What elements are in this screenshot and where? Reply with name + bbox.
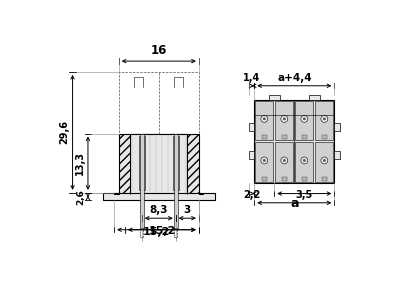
Bar <box>316 142 333 181</box>
Circle shape <box>261 157 268 164</box>
Circle shape <box>281 157 288 164</box>
Bar <box>119 133 199 194</box>
Circle shape <box>263 118 266 120</box>
Circle shape <box>303 118 306 120</box>
Bar <box>269 95 280 100</box>
Text: 13,3: 13,3 <box>75 151 85 175</box>
Circle shape <box>301 116 308 122</box>
Bar <box>249 151 254 159</box>
Text: a+4,4: a+4,4 <box>277 73 312 83</box>
Bar <box>114 193 119 194</box>
Bar <box>309 95 320 100</box>
Bar <box>119 72 199 133</box>
Text: 15,2: 15,2 <box>143 227 170 237</box>
Text: 15,2: 15,2 <box>148 226 176 236</box>
Bar <box>322 177 327 181</box>
Bar <box>254 100 334 183</box>
Circle shape <box>283 159 286 162</box>
Text: 3,5: 3,5 <box>296 191 313 201</box>
Text: 16: 16 <box>151 44 167 57</box>
Bar <box>139 136 145 190</box>
Bar <box>256 101 273 140</box>
Bar <box>187 133 199 194</box>
Circle shape <box>261 116 268 122</box>
Bar <box>282 135 287 139</box>
Circle shape <box>303 159 306 162</box>
Circle shape <box>301 157 308 164</box>
Circle shape <box>323 118 326 120</box>
Bar <box>130 133 187 194</box>
Bar <box>256 142 273 181</box>
Circle shape <box>321 157 328 164</box>
Bar <box>296 142 313 181</box>
Bar <box>302 177 307 181</box>
Circle shape <box>321 116 328 122</box>
Bar <box>262 135 267 139</box>
Text: 29,6: 29,6 <box>60 120 70 144</box>
Bar <box>276 142 293 181</box>
Text: 2,2: 2,2 <box>243 191 260 201</box>
Bar <box>276 101 293 140</box>
Bar <box>174 133 178 228</box>
Bar <box>302 135 307 139</box>
Bar <box>262 177 267 181</box>
Bar <box>199 193 204 194</box>
Circle shape <box>281 116 288 122</box>
Circle shape <box>323 159 326 162</box>
Bar <box>316 101 333 140</box>
Bar <box>140 133 144 228</box>
Text: 1,4: 1,4 <box>243 73 260 83</box>
Bar <box>296 101 313 140</box>
Bar <box>119 133 130 194</box>
Bar <box>334 123 340 131</box>
Bar <box>103 193 215 201</box>
Bar <box>334 151 340 159</box>
Circle shape <box>283 118 286 120</box>
Text: 8,3: 8,3 <box>150 205 168 215</box>
Bar <box>282 177 287 181</box>
Bar <box>322 135 327 139</box>
Bar <box>173 136 179 190</box>
Circle shape <box>263 159 266 162</box>
Bar <box>249 123 254 131</box>
Text: 3: 3 <box>184 205 191 215</box>
Text: a: a <box>290 197 298 210</box>
Text: 2,6: 2,6 <box>76 189 85 205</box>
